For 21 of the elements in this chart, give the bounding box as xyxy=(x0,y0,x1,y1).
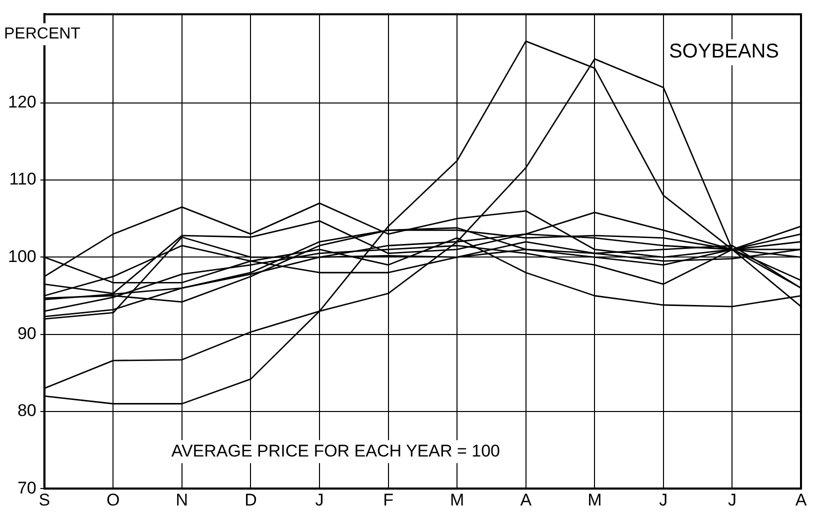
y-tick-label: 110 xyxy=(9,170,36,189)
y-tick-label: 100 xyxy=(8,246,36,266)
x-tick-label: J xyxy=(315,490,324,510)
x-tick-label: A xyxy=(795,490,808,510)
annotation: AVERAGE PRICE FOR EACH YEAR = 100 xyxy=(171,441,500,460)
x-tick-label: O xyxy=(106,490,120,510)
x-tick-label: A xyxy=(520,490,532,510)
x-tick-label: J xyxy=(659,490,668,510)
y-tick-label: 120 xyxy=(8,92,36,112)
y-tick-label: 80 xyxy=(17,401,36,420)
text: SOYBEANS xyxy=(668,40,779,63)
y-axis-title: PERCENT xyxy=(4,26,81,43)
x-tick-label: D xyxy=(244,490,257,510)
x-tick-label: M xyxy=(450,490,464,510)
x-tick-label: J xyxy=(728,490,736,510)
x-tick-label: N xyxy=(176,490,188,510)
x-tick-label: F xyxy=(383,490,394,510)
x-tick-label: M xyxy=(588,490,602,510)
x-tick-label: S xyxy=(38,490,50,510)
y-tick-label: 90 xyxy=(17,324,36,344)
y-tick-label: 70 xyxy=(17,478,36,498)
